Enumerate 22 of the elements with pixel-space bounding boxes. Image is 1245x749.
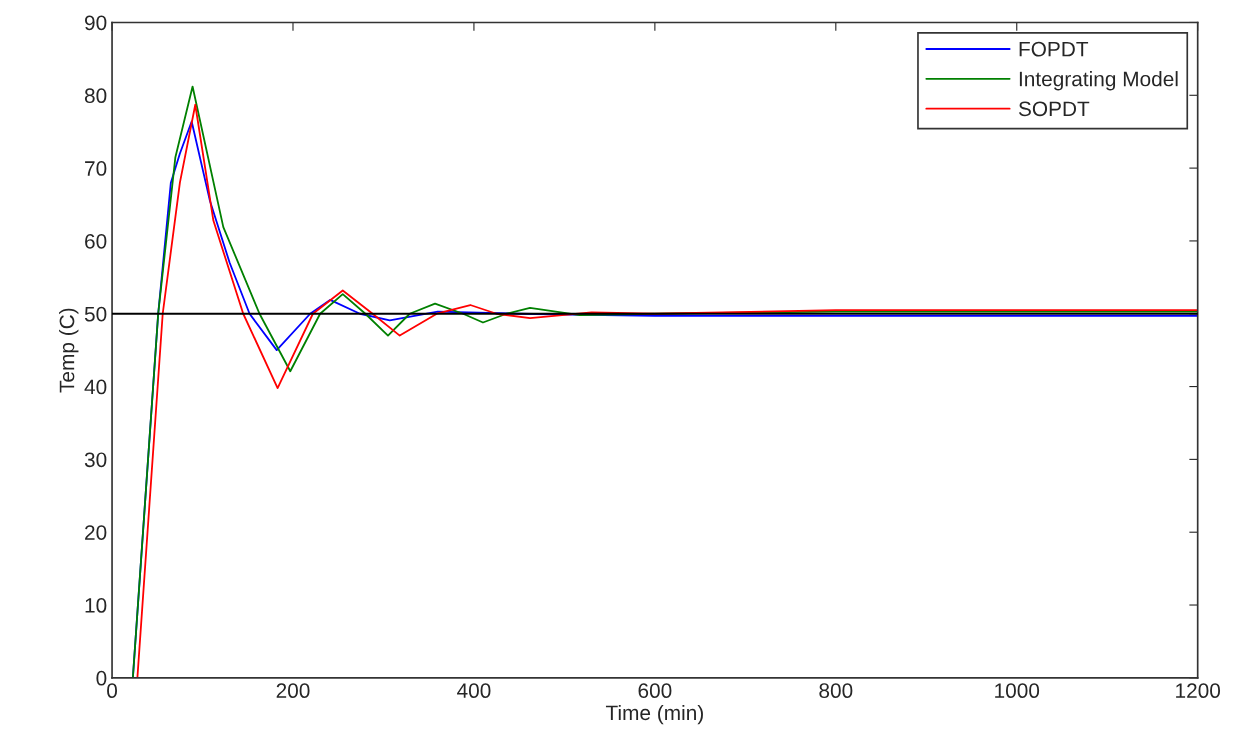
legend-label: FOPDT	[1019, 41, 1089, 57]
y-tick-label: 60	[85, 233, 107, 249]
y-tick-label: 0	[96, 670, 107, 686]
y-tick-label: 90	[84, 15, 107, 31]
x-tick-label: 1200	[1176, 683, 1221, 699]
y-tick-label: 50	[84, 306, 107, 322]
x-tick-label: 400	[457, 683, 491, 699]
y-tick-label: 70	[85, 161, 107, 176]
x-axis-title: Time (min)	[605, 704, 703, 725]
x-tick-label: 800	[819, 683, 853, 699]
legend-label: Integrating Model	[1019, 71, 1178, 91]
y-tick-label: 80	[84, 88, 107, 104]
x-tick-label: 1000	[995, 683, 1040, 699]
x-tick-label: 200	[276, 683, 310, 699]
y-tick-label: 30	[84, 452, 107, 468]
x-tick-label: 600	[638, 683, 672, 699]
legend-label: SOPDT	[1018, 101, 1090, 117]
y-tick-label: 20	[85, 525, 107, 540]
x-tick-label: 0	[107, 683, 118, 699]
y-tick-label: 40	[84, 379, 107, 395]
y-axis-title: Temp (C)	[59, 308, 79, 393]
y-tick-label: 10	[85, 598, 107, 613]
